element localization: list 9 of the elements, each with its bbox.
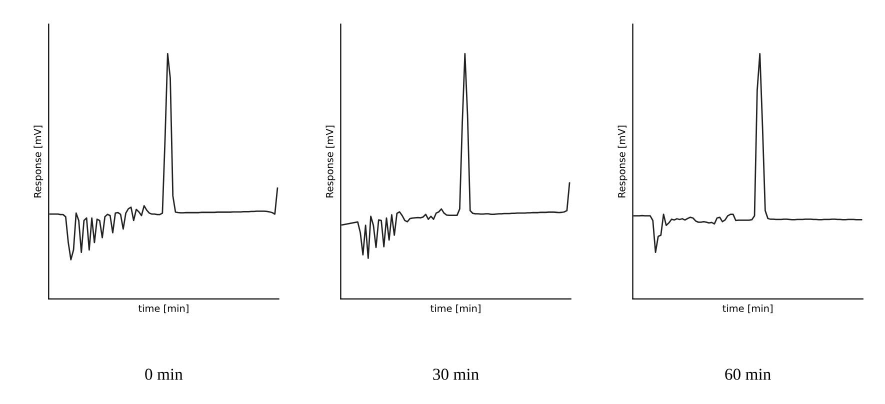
- x-axis-title: time [min]: [138, 304, 188, 314]
- x-axis-title: time [min]: [722, 304, 772, 314]
- text: 0 min: [145, 368, 183, 380]
- y-axis-title: Response [mV]: [618, 126, 628, 198]
- text: 30 min: [433, 368, 479, 380]
- x-axis-title: time [min]: [430, 304, 480, 314]
- y-axis-title: Response [mV]: [326, 126, 336, 198]
- text: 60 min: [725, 368, 771, 380]
- y-axis-title: Response [mV]: [34, 126, 44, 198]
